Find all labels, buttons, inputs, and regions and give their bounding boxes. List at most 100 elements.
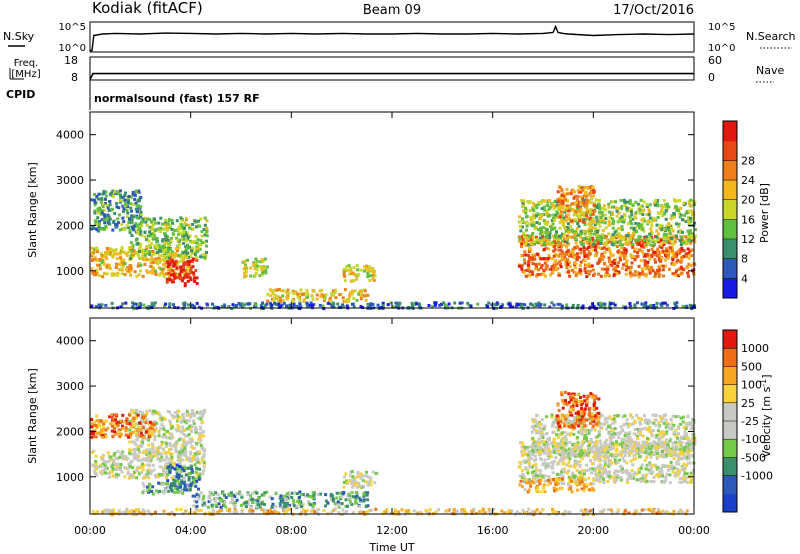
scatter-cell <box>131 301 135 305</box>
scatter-cell <box>104 224 108 228</box>
scatter-cell <box>316 508 320 512</box>
scatter-cell <box>364 480 368 484</box>
scatter-cell <box>197 243 201 247</box>
scatter-cell <box>141 440 145 444</box>
scatter-cell <box>609 508 613 512</box>
scatter-cell <box>153 453 157 457</box>
scatter-cell <box>618 243 622 247</box>
scatter-cell <box>599 301 603 305</box>
scatter-cell <box>674 471 678 475</box>
scatter-cell <box>622 247 626 250</box>
scatter-cell <box>641 474 645 478</box>
scatter-cell <box>579 269 583 273</box>
scatter-cell <box>141 274 145 278</box>
scatter-cell <box>269 508 273 512</box>
scatter-cell <box>170 482 174 486</box>
scatter-cell <box>279 494 283 498</box>
scatter-cell <box>128 263 132 267</box>
scatter-cell <box>346 504 349 508</box>
scatter-cell <box>232 503 236 507</box>
scatter-cell <box>577 255 581 259</box>
scatter-cell <box>616 220 620 224</box>
scatter-cell <box>126 471 130 474</box>
scatter-cell <box>453 301 457 305</box>
scatter-cell <box>166 268 170 272</box>
scatter-cell <box>663 301 667 305</box>
scatter-cell <box>367 475 370 479</box>
scatter-cell <box>680 255 684 259</box>
scatter-cell <box>137 472 141 476</box>
scatter-cell <box>560 188 564 192</box>
scatter-cell <box>632 255 636 259</box>
scatter-cell <box>355 277 359 281</box>
scatter-cell <box>163 458 167 462</box>
scatter-cell <box>169 257 173 261</box>
scatter-cell <box>184 473 188 477</box>
scatter-cell <box>199 444 203 447</box>
scatter-cell <box>369 483 373 487</box>
scatter-cell <box>605 243 609 247</box>
scatter-cell <box>675 222 679 226</box>
scatter-cell <box>518 237 522 241</box>
scatter-cell <box>321 304 325 308</box>
scatter-cell <box>591 217 595 221</box>
scatter-cell <box>631 242 635 246</box>
scatter-cell <box>188 234 192 238</box>
scatter-cell <box>520 476 524 479</box>
scatter-cell <box>105 466 109 470</box>
scatter-cell <box>227 492 231 496</box>
scatter-cell <box>633 273 637 277</box>
scatter-cell <box>168 248 172 251</box>
scatter-cell <box>647 208 651 212</box>
scatter-cell <box>240 495 244 499</box>
scatter-cell <box>637 470 641 474</box>
scatter-cell <box>658 224 662 227</box>
scatter-cell <box>114 456 118 460</box>
scatter-cell <box>338 293 342 297</box>
scatter-cell <box>237 302 241 305</box>
scatter-cell <box>563 470 567 474</box>
scatter-cell <box>168 263 172 267</box>
scatter-cell <box>233 495 237 498</box>
scatter-cell <box>677 222 681 226</box>
scatter-cell <box>360 293 364 297</box>
scatter-cell <box>191 265 195 269</box>
scatter-cell <box>687 235 691 239</box>
scatter-cell <box>193 412 197 416</box>
scatter-cell <box>226 305 230 309</box>
scatter-cell <box>173 272 177 276</box>
scatter-cell <box>205 219 209 223</box>
scatter-cell <box>168 305 171 309</box>
scatter-cell <box>653 243 656 247</box>
scatter-cell <box>243 260 247 263</box>
scatter-cell <box>182 272 186 276</box>
scatter-cell <box>178 465 182 468</box>
scatter-cell <box>558 197 562 200</box>
y-tick-label: 1000 <box>56 265 84 278</box>
scatter-cell <box>647 468 651 472</box>
scatter-cell <box>678 199 682 202</box>
scatter-cell <box>542 272 546 276</box>
scatter-cell <box>185 409 189 413</box>
scatter-cell <box>186 279 190 283</box>
scatter-cell <box>366 483 370 487</box>
scatter-cell <box>623 470 627 474</box>
scatter-cell <box>359 475 362 479</box>
date-title: 17/Oct/2016 <box>613 3 694 18</box>
scatter-cell <box>661 264 665 268</box>
scatter-cell <box>587 227 591 231</box>
scatter-cell <box>643 508 647 512</box>
scatter-cell <box>412 509 416 513</box>
scatter-cell <box>556 190 560 194</box>
scatter-cell <box>602 242 606 246</box>
scatter-cell <box>139 210 143 214</box>
scatter-cell <box>133 425 137 428</box>
scatter-cell <box>160 417 164 421</box>
scatter-cell <box>535 240 539 244</box>
scatter-cell <box>341 508 345 512</box>
scatter-cell <box>690 236 694 240</box>
scatter-cell <box>101 453 105 457</box>
scatter-cell <box>132 228 136 232</box>
scatter-cell <box>606 455 610 458</box>
